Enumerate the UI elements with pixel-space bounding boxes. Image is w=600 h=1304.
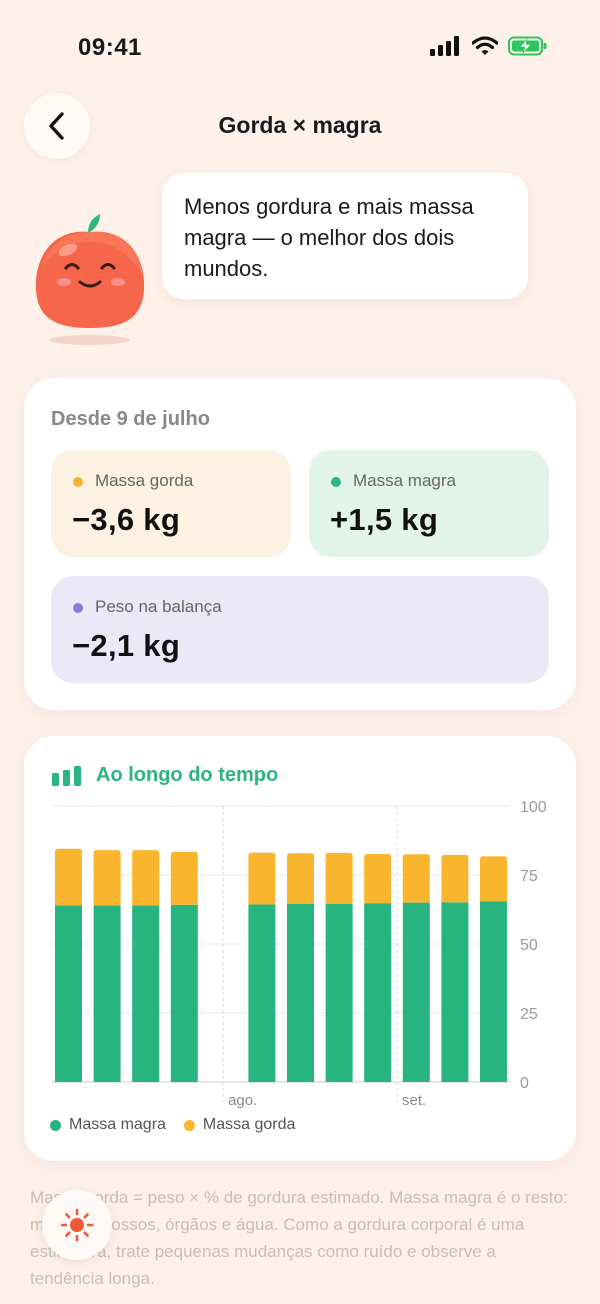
scale-weight-stat: Peso na balança −2,1 kg bbox=[51, 576, 549, 683]
fat-mass-stat: Massa gorda −3,6 kg bbox=[51, 450, 291, 557]
bar-segment-massa-gorda bbox=[364, 854, 392, 904]
bar-segment-massa-gorda bbox=[402, 854, 430, 903]
legend-label-lean: Massa magra bbox=[69, 1116, 166, 1133]
bar-segment-massa-magra bbox=[55, 905, 82, 1082]
fat-mass-value: −3,6 kg bbox=[72, 502, 181, 537]
lean-mass-value: +1,5 kg bbox=[330, 502, 439, 537]
lean-mass-label: Massa magra bbox=[353, 471, 456, 490]
scale-weight-label: Peso na balança bbox=[95, 597, 222, 616]
x-tick-label: ago. bbox=[228, 1092, 257, 1109]
back-button[interactable] bbox=[24, 93, 90, 159]
fat-mass-dot bbox=[73, 477, 83, 487]
y-tick-label: 25 bbox=[520, 1006, 538, 1023]
chart-title: Ao longo do tempo bbox=[96, 764, 279, 786]
sun-icon bbox=[60, 1208, 94, 1242]
battery-charging-icon bbox=[508, 36, 547, 56]
x-tick-label: set. bbox=[402, 1092, 426, 1109]
fat-mass-label: Massa gorda bbox=[95, 471, 194, 490]
bar-segment-massa-magra bbox=[93, 905, 121, 1082]
status-time: 09:41 bbox=[78, 34, 142, 61]
bar-segment-massa-gorda bbox=[441, 854, 469, 903]
wifi-icon bbox=[472, 36, 498, 55]
scale-weight-dot bbox=[73, 603, 83, 613]
legend-item-fat: Massa gorda bbox=[183, 1116, 296, 1134]
cellular-signal-icon bbox=[430, 36, 459, 56]
footnote: Massa gorda = peso × % de gordura estima… bbox=[30, 1188, 568, 1288]
bar-segment-massa-magra bbox=[170, 904, 198, 1082]
lean-mass-stat: Massa magra +1,5 kg bbox=[309, 450, 549, 557]
bar-segment-massa-gorda bbox=[287, 853, 314, 904]
bar-segment-massa-magra bbox=[480, 901, 507, 1082]
y-tick-label: 50 bbox=[520, 937, 538, 954]
stacked-bar-chart: 100 75 50 25 0 ago. set. bbox=[51, 799, 547, 1109]
lean-mass-dot bbox=[331, 477, 341, 487]
bar-segment-massa-magra bbox=[325, 903, 353, 1082]
chart-header: Ao longo do tempo bbox=[52, 764, 278, 787]
summary-heading: Desde 9 de julho bbox=[51, 408, 210, 430]
bar-segment-massa-gorda bbox=[480, 856, 507, 902]
bar-segment-massa-gorda bbox=[55, 848, 82, 906]
bar-segment-massa-gorda bbox=[93, 850, 121, 906]
y-tick-label: 0 bbox=[520, 1075, 529, 1092]
legend-dot-lean bbox=[50, 1119, 61, 1131]
bar-segment-massa-magra bbox=[402, 902, 430, 1082]
theme-toggle-button[interactable] bbox=[42, 1190, 112, 1260]
bar-segment-massa-gorda bbox=[170, 851, 198, 905]
y-tick-label: 100 bbox=[520, 799, 547, 816]
bar-segment-massa-magra bbox=[364, 903, 392, 1082]
mascot-speech-bubble: Menos gordura e mais massa magra — o mel… bbox=[162, 173, 528, 299]
chart-card: 100 75 50 25 0 ago. set. Ao longo do tempo Mas… bbox=[24, 736, 576, 1161]
legend-item-lean: Massa magra bbox=[50, 1116, 166, 1134]
bar-segment-massa-gorda bbox=[132, 850, 160, 906]
legend-dot-fat bbox=[183, 1119, 195, 1131]
bar-segment-massa-gorda bbox=[325, 852, 353, 904]
chart-legend: Massa magra Massa gorda bbox=[50, 1116, 295, 1134]
bar-segment-massa-magra bbox=[287, 903, 314, 1082]
scale-weight-value: −2,1 kg bbox=[72, 628, 181, 663]
y-tick-label: 75 bbox=[520, 868, 538, 885]
summary-card: Desde 9 de julho Massa gorda −3,6 kg Mas… bbox=[24, 378, 576, 710]
bar-segment-massa-gorda bbox=[248, 852, 276, 905]
bar-segment-massa-magra bbox=[441, 902, 469, 1082]
bar-segment-massa-magra bbox=[132, 905, 160, 1082]
chevron-left-icon bbox=[49, 112, 64, 140]
status-bar: 09:41 bbox=[0, 0, 600, 96]
bar-segment-massa-magra bbox=[248, 904, 276, 1082]
status-icons bbox=[430, 36, 548, 56]
tomato-mascot-icon bbox=[35, 214, 145, 345]
legend-label-fat: Massa gorda bbox=[202, 1116, 296, 1133]
page-title: Gorda × magra bbox=[218, 112, 382, 138]
bar-chart-icon bbox=[52, 765, 81, 786]
